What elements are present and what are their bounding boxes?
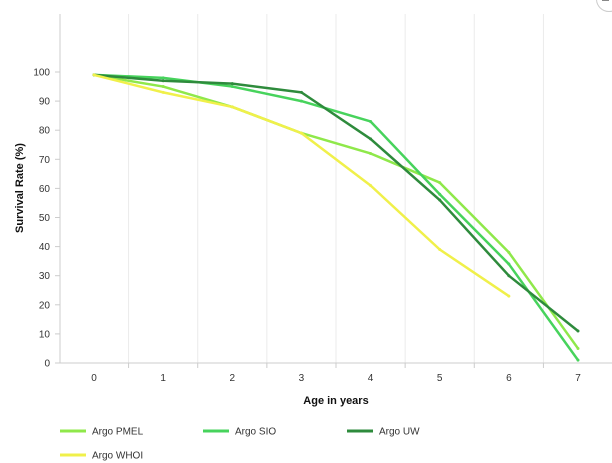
data-point[interactable] xyxy=(438,248,442,252)
series-line[interactable] xyxy=(93,73,579,332)
data-point[interactable] xyxy=(161,85,165,89)
minus-icon xyxy=(602,0,609,1)
x-tick-label: 1 xyxy=(160,373,166,384)
x-tick-label: 5 xyxy=(437,373,443,384)
data-point[interactable] xyxy=(507,262,511,266)
legend-item[interactable]: Argo SIO xyxy=(203,427,276,438)
y-tick-label: 90 xyxy=(39,97,51,108)
y-tick-label: 20 xyxy=(39,300,51,311)
y-axis-ticks: 0 10 20 30 40 50 60 70 80 90 100 xyxy=(33,68,60,370)
data-point[interactable] xyxy=(369,119,373,123)
data-point[interactable] xyxy=(576,358,580,362)
data-point[interactable] xyxy=(161,76,165,80)
y-tick-label: 10 xyxy=(39,329,51,340)
y-tick-label: 50 xyxy=(39,213,51,224)
y-tick-label: 100 xyxy=(33,68,50,79)
y-tick-label: 70 xyxy=(39,155,51,166)
y-tick-label: 80 xyxy=(39,126,51,137)
y-tick-label: 60 xyxy=(39,184,51,195)
x-tick-label: 6 xyxy=(506,373,512,384)
x-tick-label: 4 xyxy=(368,373,374,384)
x-tick-label: 0 xyxy=(91,373,97,384)
data-point[interactable] xyxy=(230,85,234,89)
data-point[interactable] xyxy=(438,192,442,196)
legend-label: Argo PMEL xyxy=(92,427,144,438)
series-line[interactable] xyxy=(93,73,580,361)
data-point[interactable] xyxy=(230,82,234,86)
data-point[interactable] xyxy=(92,73,96,77)
y-tick-label: 40 xyxy=(39,242,51,253)
series-line[interactable] xyxy=(93,73,510,298)
gridlines xyxy=(128,14,544,363)
data-point[interactable] xyxy=(230,105,234,109)
data-point[interactable] xyxy=(438,198,442,202)
legend-item[interactable]: Argo PMEL xyxy=(60,427,144,438)
series-line[interactable] xyxy=(93,73,580,350)
y-tick-label: 30 xyxy=(39,271,51,282)
y-axis-title: Survival Rate (%) xyxy=(14,143,26,233)
x-axis-title: Age in years xyxy=(303,395,368,407)
data-point[interactable] xyxy=(507,274,511,278)
legend[interactable]: Argo PMEL Argo SIO Argo UW Argo WHOI xyxy=(60,427,420,462)
legend-label: Argo UW xyxy=(379,427,420,438)
x-axis-ticks: 0 1 2 3 4 5 6 7 xyxy=(91,363,581,384)
y-tick-label: 0 xyxy=(44,359,50,370)
data-point[interactable] xyxy=(299,90,303,94)
x-tick-label: 7 xyxy=(575,373,581,384)
legend-item[interactable]: Argo UW xyxy=(347,427,420,438)
data-point[interactable] xyxy=(161,79,165,83)
legend-label: Argo SIO xyxy=(235,427,276,438)
series-lines xyxy=(92,73,580,362)
x-tick-label: 2 xyxy=(230,373,236,384)
data-point[interactable] xyxy=(438,181,442,185)
data-point[interactable] xyxy=(161,90,165,94)
data-point[interactable] xyxy=(369,183,373,187)
data-point[interactable] xyxy=(369,137,373,141)
data-point[interactable] xyxy=(507,294,511,298)
data-point[interactable] xyxy=(369,151,373,155)
x-tick-label: 3 xyxy=(299,373,305,384)
data-point[interactable] xyxy=(576,346,580,350)
data-point[interactable] xyxy=(576,329,580,333)
legend-item[interactable]: Argo WHOI xyxy=(60,451,143,462)
data-point[interactable] xyxy=(299,99,303,103)
data-point[interactable] xyxy=(299,131,303,135)
data-point[interactable] xyxy=(507,250,511,254)
legend-label: Argo WHOI xyxy=(92,451,143,462)
